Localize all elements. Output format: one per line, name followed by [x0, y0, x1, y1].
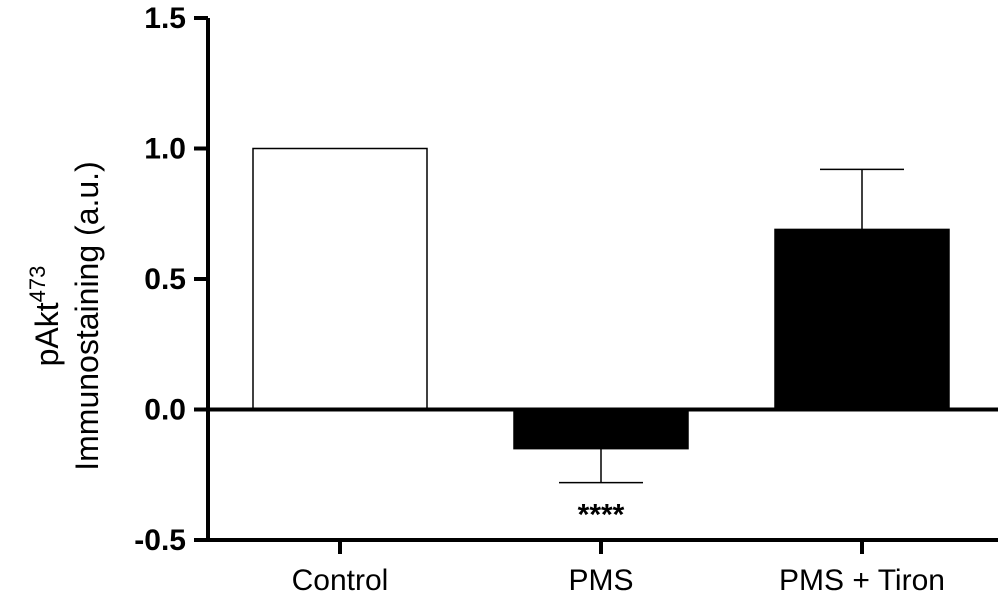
- error-bars-layer: [559, 168, 904, 484]
- bar-pms-tiron: [774, 228, 950, 411]
- y-axis-label-superscript: 473: [25, 266, 50, 303]
- y-axis-label-main: pAkt: [29, 302, 65, 366]
- y-tick-label: 1.0: [144, 133, 186, 166]
- y-tick-label: 0.5: [144, 263, 186, 296]
- bar-control: [252, 147, 428, 411]
- x-tick-label: Control: [292, 564, 389, 597]
- y-tick-label: 0.0: [144, 394, 186, 427]
- y-axis-label: pAkt473 Immunostaining (a.u.): [25, 161, 105, 470]
- y-tick-label: 1.5: [144, 2, 186, 35]
- x-tick-label: PMS: [568, 564, 633, 597]
- y-ticks: -0.5 0.0 0.5 1.0 1.5: [134, 2, 208, 557]
- significance-stars: ****: [578, 499, 625, 532]
- x-ticks: Control PMS PMS + Tiron: [292, 540, 945, 597]
- annotations-layer: ****: [578, 499, 625, 532]
- y-tick-label: -0.5: [134, 524, 186, 557]
- y-axis-label-line1: pAkt473: [25, 266, 65, 367]
- x-tick-label: PMS + Tiron: [779, 564, 945, 597]
- bar-pms: [513, 408, 689, 450]
- bars-layer: [252, 147, 950, 450]
- y-axis-label-line2: Immunostaining (a.u.): [69, 161, 105, 470]
